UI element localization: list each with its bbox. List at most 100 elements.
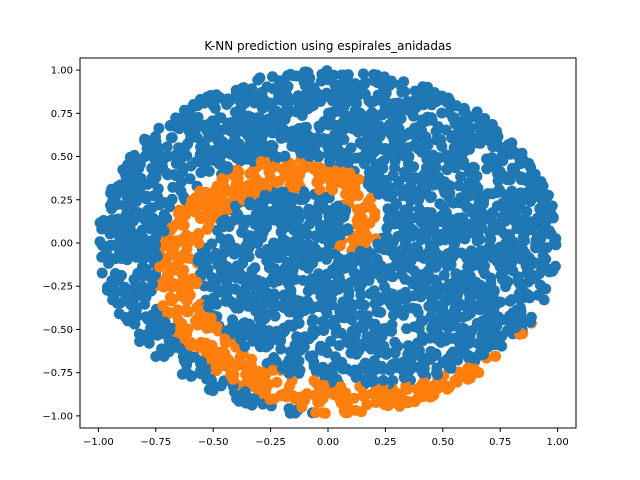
data-point	[372, 255, 383, 267]
data-point	[292, 205, 304, 217]
data-point	[523, 289, 535, 301]
data-point	[348, 255, 360, 267]
data-point	[194, 185, 206, 197]
data-point	[457, 299, 469, 311]
data-point	[387, 115, 399, 126]
data-point	[538, 294, 550, 306]
data-point	[394, 400, 406, 412]
data-point	[451, 100, 462, 112]
data-point	[106, 183, 118, 195]
data-point	[255, 156, 267, 168]
data-point	[466, 325, 478, 337]
data-point	[530, 242, 542, 254]
data-point	[188, 115, 200, 127]
data-point	[370, 129, 382, 141]
data-point	[330, 389, 342, 401]
data-point	[382, 190, 394, 202]
data-point	[181, 295, 193, 307]
data-point	[511, 304, 523, 316]
data-point	[447, 250, 459, 262]
data-point	[455, 215, 466, 227]
data-point	[201, 124, 213, 136]
data-point	[352, 204, 363, 215]
data-point	[438, 269, 450, 281]
data-point	[257, 281, 269, 293]
data-point	[96, 267, 108, 279]
data-point	[133, 162, 145, 174]
data-point	[159, 328, 171, 340]
data-point	[361, 335, 373, 347]
data-point	[417, 315, 429, 327]
data-point	[165, 249, 177, 261]
data-point	[161, 212, 173, 224]
data-point	[275, 250, 287, 262]
data-point	[350, 187, 362, 199]
data-point	[385, 325, 397, 337]
data-point	[285, 289, 297, 301]
data-point	[308, 375, 320, 387]
data-point	[510, 322, 522, 333]
data-point	[459, 281, 471, 293]
data-point	[195, 336, 207, 348]
data-point	[210, 361, 222, 373]
data-point	[219, 333, 231, 345]
data-point	[106, 287, 118, 299]
data-point	[353, 124, 365, 135]
data-point	[146, 145, 157, 157]
data-point	[507, 265, 519, 277]
data-point	[270, 300, 282, 312]
data-point	[444, 187, 456, 199]
data-point	[229, 200, 241, 212]
data-point	[265, 329, 277, 341]
data-point	[307, 212, 319, 224]
data-point	[330, 150, 342, 161]
data-point	[207, 385, 219, 397]
data-point	[186, 195, 198, 207]
data-point	[313, 200, 325, 212]
data-point	[181, 359, 193, 371]
data-point	[134, 336, 146, 347]
data-point	[257, 103, 268, 114]
data-point	[525, 258, 537, 270]
data-point	[128, 274, 140, 285]
data-point	[112, 198, 124, 210]
data-point	[353, 298, 365, 310]
data-point	[500, 281, 511, 293]
data-point	[384, 181, 396, 193]
data-point	[514, 194, 526, 206]
data-point	[364, 169, 376, 181]
data-point	[443, 361, 455, 373]
data-point	[452, 354, 464, 366]
data-point	[534, 279, 546, 291]
data-point	[334, 240, 346, 252]
data-point	[357, 361, 369, 373]
x-tick-label: −1.00	[83, 437, 114, 448]
data-point	[369, 321, 381, 333]
data-point	[400, 237, 411, 249]
data-point	[351, 214, 363, 226]
data-point	[192, 228, 204, 239]
data-point	[399, 86, 411, 98]
data-point	[496, 170, 508, 182]
data-point	[434, 198, 446, 210]
data-point	[124, 225, 136, 237]
data-point	[279, 212, 291, 224]
data-point	[253, 204, 265, 216]
data-point	[335, 303, 347, 315]
data-point	[284, 166, 295, 178]
data-point	[300, 121, 312, 133]
data-point	[287, 239, 299, 251]
data-point	[509, 215, 521, 227]
data-point	[400, 129, 412, 141]
data-point	[461, 252, 473, 264]
data-point	[449, 275, 461, 287]
data-point	[221, 204, 232, 216]
data-point	[373, 332, 385, 344]
data-point	[427, 155, 438, 167]
data-point	[208, 144, 220, 156]
data-point	[365, 97, 377, 109]
data-point	[424, 352, 436, 364]
data-point	[181, 328, 193, 340]
data-point	[381, 222, 393, 234]
x-tick-label: 0.75	[489, 437, 511, 448]
